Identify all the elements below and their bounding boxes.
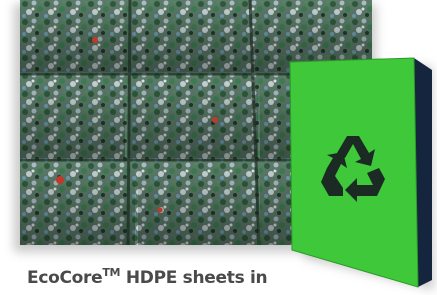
caption-text: HDPE sheets in: [126, 268, 268, 288]
trademark: TM: [102, 266, 120, 279]
eco-panel: [290, 58, 434, 290]
panel-face: [290, 58, 418, 287]
caption: EcoCoreTM HDPE sheets in: [27, 266, 267, 288]
product-image: [0, 0, 437, 295]
page: EcoCoreTM HDPE sheets in (() => { const …: [0, 0, 437, 295]
brand-name: EcoCore: [27, 268, 102, 288]
